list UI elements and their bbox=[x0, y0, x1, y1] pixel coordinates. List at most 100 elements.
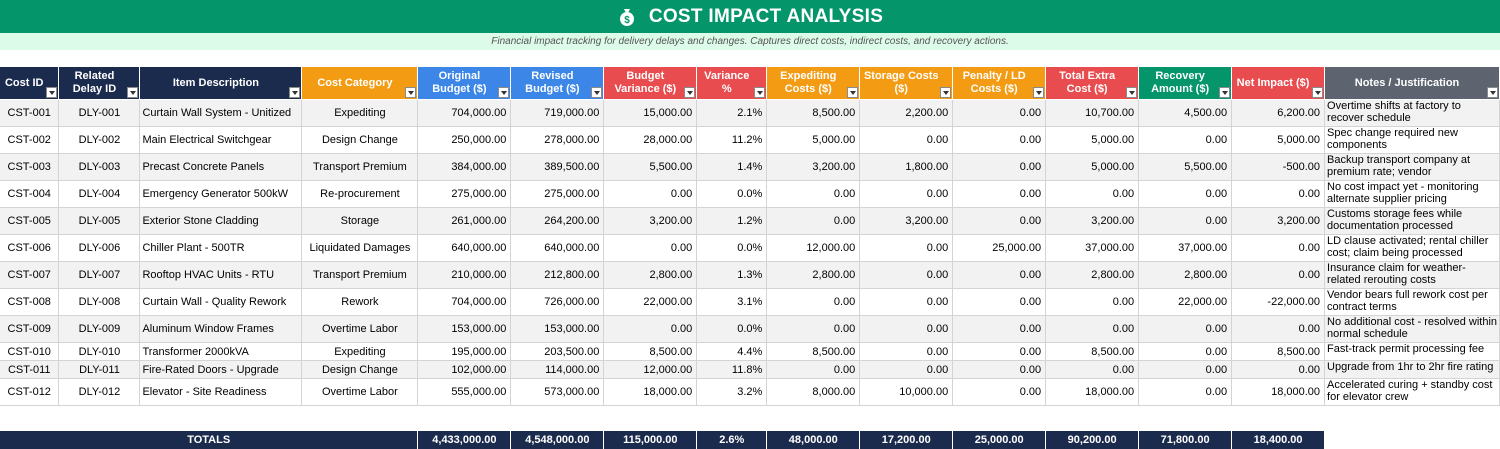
filter-dropdown-icon[interactable] bbox=[1219, 87, 1231, 98]
item-description-cell[interactable]: Rooftop HVAC Units - RTU bbox=[139, 261, 303, 289]
variance-percent-cell[interactable]: 11.8% bbox=[696, 360, 768, 379]
budget-variance-cell[interactable]: 0.00 bbox=[603, 180, 698, 208]
penalty-cost-cell[interactable]: 0.00 bbox=[952, 342, 1047, 361]
notes-cell[interactable]: Vendor bears full rework cost per contra… bbox=[1324, 288, 1500, 316]
filter-dropdown-icon[interactable] bbox=[498, 87, 510, 98]
delay-id-cell[interactable]: DLY-002 bbox=[58, 126, 141, 154]
total-revised-cell[interactable]: 4,548,000.00 bbox=[510, 430, 605, 449]
recovery-amount-cell[interactable]: 0.00 bbox=[1138, 315, 1233, 343]
recovery-amount-cell[interactable]: 0.00 bbox=[1138, 360, 1233, 379]
cost-id-cell[interactable]: CST-005 bbox=[0, 207, 60, 235]
delay-id-cell[interactable]: DLY-003 bbox=[58, 153, 141, 181]
notes-cell[interactable]: Backup transport company at premium rate… bbox=[1324, 153, 1500, 181]
cost-category-cell[interactable]: Storage bbox=[301, 207, 419, 235]
cost-id-cell[interactable]: CST-007 bbox=[0, 261, 60, 289]
filter-dropdown-icon[interactable] bbox=[591, 87, 603, 98]
cost-id-cell[interactable]: CST-009 bbox=[0, 315, 60, 343]
recovery-amount-cell[interactable]: 0.00 bbox=[1138, 207, 1233, 235]
delay-id-cell[interactable]: DLY-012 bbox=[58, 378, 141, 406]
cost-category-cell[interactable]: Expediting bbox=[301, 342, 419, 361]
variance-percent-cell[interactable]: 2.1% bbox=[696, 99, 768, 127]
expediting-cost-cell[interactable]: 5,000.00 bbox=[766, 126, 861, 154]
cost-id-cell[interactable]: CST-008 bbox=[0, 288, 60, 316]
filter-dropdown-icon[interactable] bbox=[127, 87, 139, 98]
recovery-amount-cell[interactable]: 0.00 bbox=[1138, 342, 1233, 361]
storage-cost-cell[interactable]: 0.00 bbox=[859, 288, 954, 316]
filter-dropdown-icon[interactable] bbox=[1487, 87, 1498, 98]
total-extra-cost-cell[interactable]: 0.00 bbox=[1045, 288, 1140, 316]
total-total-cell[interactable]: 90,200.00 bbox=[1045, 430, 1140, 449]
total-extra-cost-cell[interactable]: 5,000.00 bbox=[1045, 153, 1140, 181]
total-recovery-cell[interactable]: 71,800.00 bbox=[1138, 430, 1233, 449]
budget-variance-cell[interactable]: 12,000.00 bbox=[603, 360, 698, 379]
cost-id-cell[interactable]: CST-001 bbox=[0, 99, 60, 127]
revised-budget-cell[interactable]: 212,800.00 bbox=[510, 261, 605, 289]
expediting-cost-cell[interactable]: 0.00 bbox=[766, 315, 861, 343]
filter-dropdown-icon[interactable] bbox=[405, 87, 417, 98]
expediting-cost-cell[interactable]: 2,800.00 bbox=[766, 261, 861, 289]
storage-cost-cell[interactable]: 10,000.00 bbox=[859, 378, 954, 406]
penalty-cost-cell[interactable]: 0.00 bbox=[952, 207, 1047, 235]
total-extra-cost-cell[interactable]: 37,000.00 bbox=[1045, 234, 1140, 262]
penalty-cost-cell[interactable]: 0.00 bbox=[952, 378, 1047, 406]
filter-dropdown-icon[interactable] bbox=[1312, 87, 1324, 98]
filter-dropdown-icon[interactable] bbox=[46, 87, 58, 98]
expediting-cost-cell[interactable]: 0.00 bbox=[766, 360, 861, 379]
revised-budget-cell[interactable]: 114,000.00 bbox=[510, 360, 605, 379]
total-extra-cost-cell[interactable]: 8,500.00 bbox=[1045, 342, 1140, 361]
storage-cost-cell[interactable]: 0.00 bbox=[859, 126, 954, 154]
recovery-amount-cell[interactable]: 4,500.00 bbox=[1138, 99, 1233, 127]
total-extra-cost-cell[interactable]: 5,000.00 bbox=[1045, 126, 1140, 154]
budget-variance-cell[interactable]: 0.00 bbox=[603, 315, 698, 343]
recovery-amount-cell[interactable]: 0.00 bbox=[1138, 378, 1233, 406]
item-description-cell[interactable]: Fire-Rated Doors - Upgrade bbox=[139, 360, 303, 379]
penalty-cost-cell[interactable]: 0.00 bbox=[952, 153, 1047, 181]
total-extra-cost-cell[interactable]: 10,700.00 bbox=[1045, 99, 1140, 127]
budget-variance-cell[interactable]: 2,800.00 bbox=[603, 261, 698, 289]
total-extra-cost-cell[interactable]: 0.00 bbox=[1045, 180, 1140, 208]
recovery-amount-cell[interactable]: 2,800.00 bbox=[1138, 261, 1233, 289]
cost-category-cell[interactable]: Transport Premium bbox=[301, 261, 419, 289]
delay-id-cell[interactable]: DLY-006 bbox=[58, 234, 141, 262]
original-budget-cell[interactable]: 640,000.00 bbox=[417, 234, 512, 262]
filter-dropdown-icon[interactable] bbox=[1126, 87, 1138, 98]
net-impact-cell[interactable]: 0.00 bbox=[1231, 180, 1326, 208]
delay-id-cell[interactable]: DLY-005 bbox=[58, 207, 141, 235]
storage-cost-cell[interactable]: 0.00 bbox=[859, 261, 954, 289]
expediting-cost-cell[interactable]: 3,200.00 bbox=[766, 153, 861, 181]
budget-variance-cell[interactable]: 28,000.00 bbox=[603, 126, 698, 154]
cost-category-cell[interactable]: Overtime Labor bbox=[301, 315, 419, 343]
filter-dropdown-icon[interactable] bbox=[847, 87, 859, 98]
penalty-cost-cell[interactable]: 0.00 bbox=[952, 261, 1047, 289]
cost-id-cell[interactable]: CST-006 bbox=[0, 234, 60, 262]
variance-percent-cell[interactable]: 11.2% bbox=[696, 126, 768, 154]
item-description-cell[interactable]: Curtain Wall - Quality Rework bbox=[139, 288, 303, 316]
expediting-cost-cell[interactable]: 0.00 bbox=[766, 288, 861, 316]
revised-budget-cell[interactable]: 278,000.00 bbox=[510, 126, 605, 154]
recovery-amount-cell[interactable]: 22,000.00 bbox=[1138, 288, 1233, 316]
item-description-cell[interactable]: Chiller Plant - 500TR bbox=[139, 234, 303, 262]
expediting-cost-cell[interactable]: 12,000.00 bbox=[766, 234, 861, 262]
penalty-cost-cell[interactable]: 25,000.00 bbox=[952, 234, 1047, 262]
delay-id-cell[interactable]: DLY-007 bbox=[58, 261, 141, 289]
penalty-cost-cell[interactable]: 0.00 bbox=[952, 126, 1047, 154]
expediting-cost-cell[interactable]: 8,500.00 bbox=[766, 99, 861, 127]
item-description-cell[interactable]: Main Electrical Switchgear bbox=[139, 126, 303, 154]
total-penalty-cell[interactable]: 25,000.00 bbox=[952, 430, 1047, 449]
total-storage-cell[interactable]: 17,200.00 bbox=[859, 430, 954, 449]
filter-dropdown-icon[interactable] bbox=[289, 87, 301, 98]
delay-id-cell[interactable]: DLY-011 bbox=[58, 360, 141, 379]
total-extra-cost-cell[interactable]: 2,800.00 bbox=[1045, 261, 1140, 289]
original-budget-cell[interactable]: 195,000.00 bbox=[417, 342, 512, 361]
budget-variance-cell[interactable]: 15,000.00 bbox=[603, 99, 698, 127]
cost-category-cell[interactable]: Liquidated Damages bbox=[301, 234, 419, 262]
total-variance-cell[interactable]: 115,000.00 bbox=[603, 430, 698, 449]
net-impact-cell[interactable]: -500.00 bbox=[1231, 153, 1326, 181]
budget-variance-cell[interactable]: 8,500.00 bbox=[603, 342, 698, 361]
item-description-cell[interactable]: Emergency Generator 500kW bbox=[139, 180, 303, 208]
revised-budget-cell[interactable]: 640,000.00 bbox=[510, 234, 605, 262]
storage-cost-cell[interactable]: 1,800.00 bbox=[859, 153, 954, 181]
variance-percent-cell[interactable]: 1.4% bbox=[696, 153, 768, 181]
total-exped-cell[interactable]: 48,000.00 bbox=[766, 430, 861, 449]
original-budget-cell[interactable]: 261,000.00 bbox=[417, 207, 512, 235]
